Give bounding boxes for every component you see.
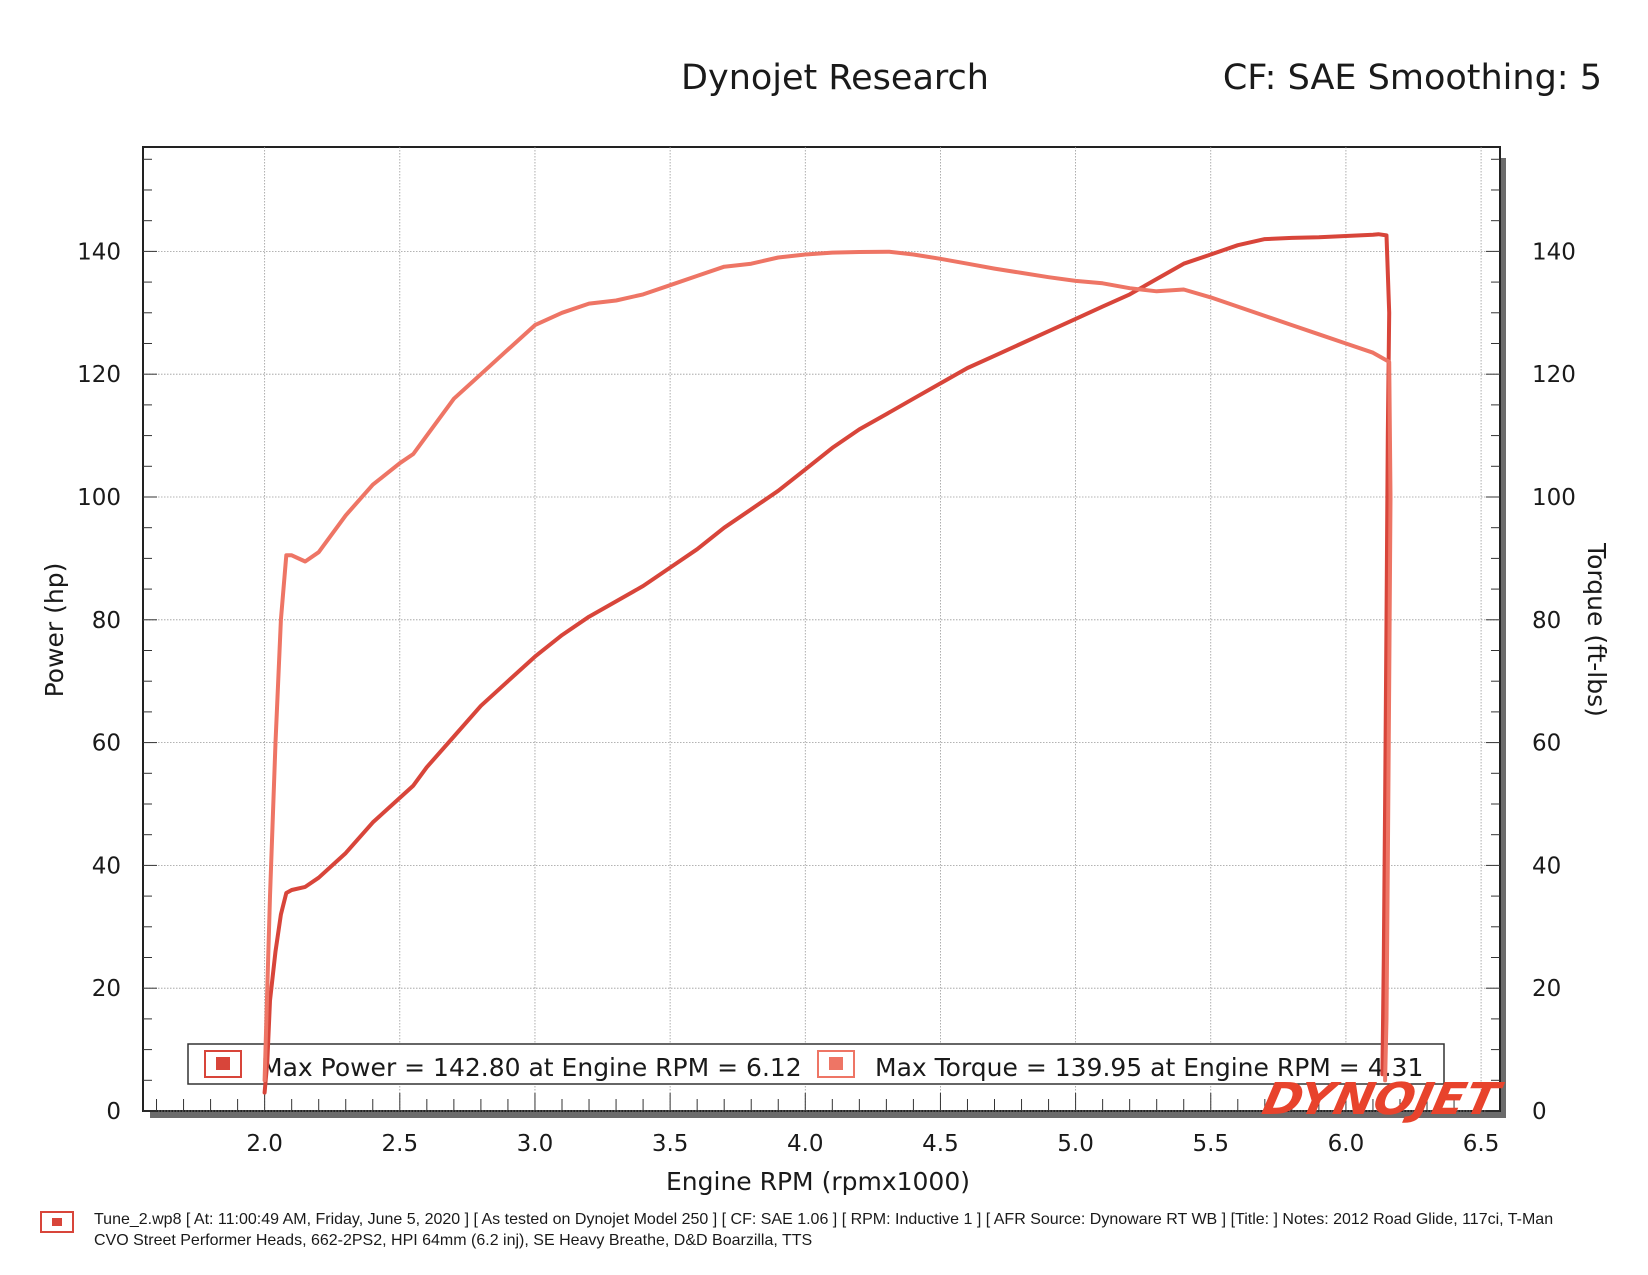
x-tick-label: 2.5 [382,1131,419,1157]
x-tick-label: 4.0 [787,1131,824,1157]
y-tick-label: 0 [106,1099,121,1125]
legend-torque-label: Max Torque = 139.95 at Engine RPM = 4.31 [875,1053,1423,1082]
legend-power-label: Max Power = 142.80 at Engine RPM = 6.12 [261,1053,802,1082]
legend-box [187,1043,1445,1085]
footer-swatch [40,1211,74,1233]
y2-tick-label: 80 [1532,608,1561,634]
y2-tick-label: 100 [1532,485,1576,511]
y2-tick-label: 20 [1532,976,1561,1002]
y-tick-label: 100 [77,485,121,511]
axis-ticks [143,158,1500,1112]
y-tick-label: 60 [92,731,121,757]
legend: Max Power = 142.80 at Engine RPM = 6.12 … [187,1043,1445,1085]
y2-tick-label: 40 [1532,853,1561,879]
x-tick-label: 2.0 [246,1131,283,1157]
y-tick-label: 140 [77,239,121,265]
legend-power-swatch [204,1050,242,1078]
y-tick-label: 120 [77,362,121,388]
x-tick-label: 5.5 [1192,1131,1229,1157]
chart-title: Dynojet Research [681,58,989,98]
y-tick-label: 40 [92,853,121,879]
x-axis-label: Engine RPM (rpmx1000) [666,1167,970,1196]
run-info-footer: Tune_2.wp8 [ At: 11:00:49 AM, Friday, Ju… [94,1211,1554,1249]
y2-tick-label: 60 [1532,731,1561,757]
x-tick-label: 4.5 [922,1131,959,1157]
series [262,232,1393,1095]
x-tick-label: 6.0 [1328,1131,1365,1157]
y2-tick-label: 140 [1532,239,1576,265]
x-tick-label: 3.5 [652,1131,689,1157]
power-curve [262,232,1392,1095]
y2-axis-label: Torque (ft-lbs) [1582,542,1611,717]
dynojet-logo: DYNOJET [1258,1074,1508,1124]
x-tick-label: 3.0 [517,1131,554,1157]
torque-curve [262,249,1393,1083]
legend-power-swatch-fill [216,1057,230,1070]
legend-torque-swatch [817,1050,855,1078]
grid-lines [143,147,1500,1112]
y-tick-label: 20 [92,976,121,1002]
settings-label: CF: SAE Smoothing: 5 [1223,58,1602,98]
x-tick-label: 6.5 [1463,1131,1500,1157]
legend-torque-swatch-fill [829,1057,843,1070]
y-tick-label: 80 [92,608,121,634]
x-tick-label: 5.0 [1057,1131,1094,1157]
y-axis-label: Power (hp) [40,563,69,698]
tick-labels: 2.0 2.5 3.0 3.5 4.0 4.5 5.0 5.5 6.0 6.5 0 20 40 60 80 1… [77,239,1576,1157]
plot-area [142,146,1501,1112]
y2-tick-label: 120 [1532,362,1576,388]
y2-tick-label: 0 [1532,1099,1547,1125]
